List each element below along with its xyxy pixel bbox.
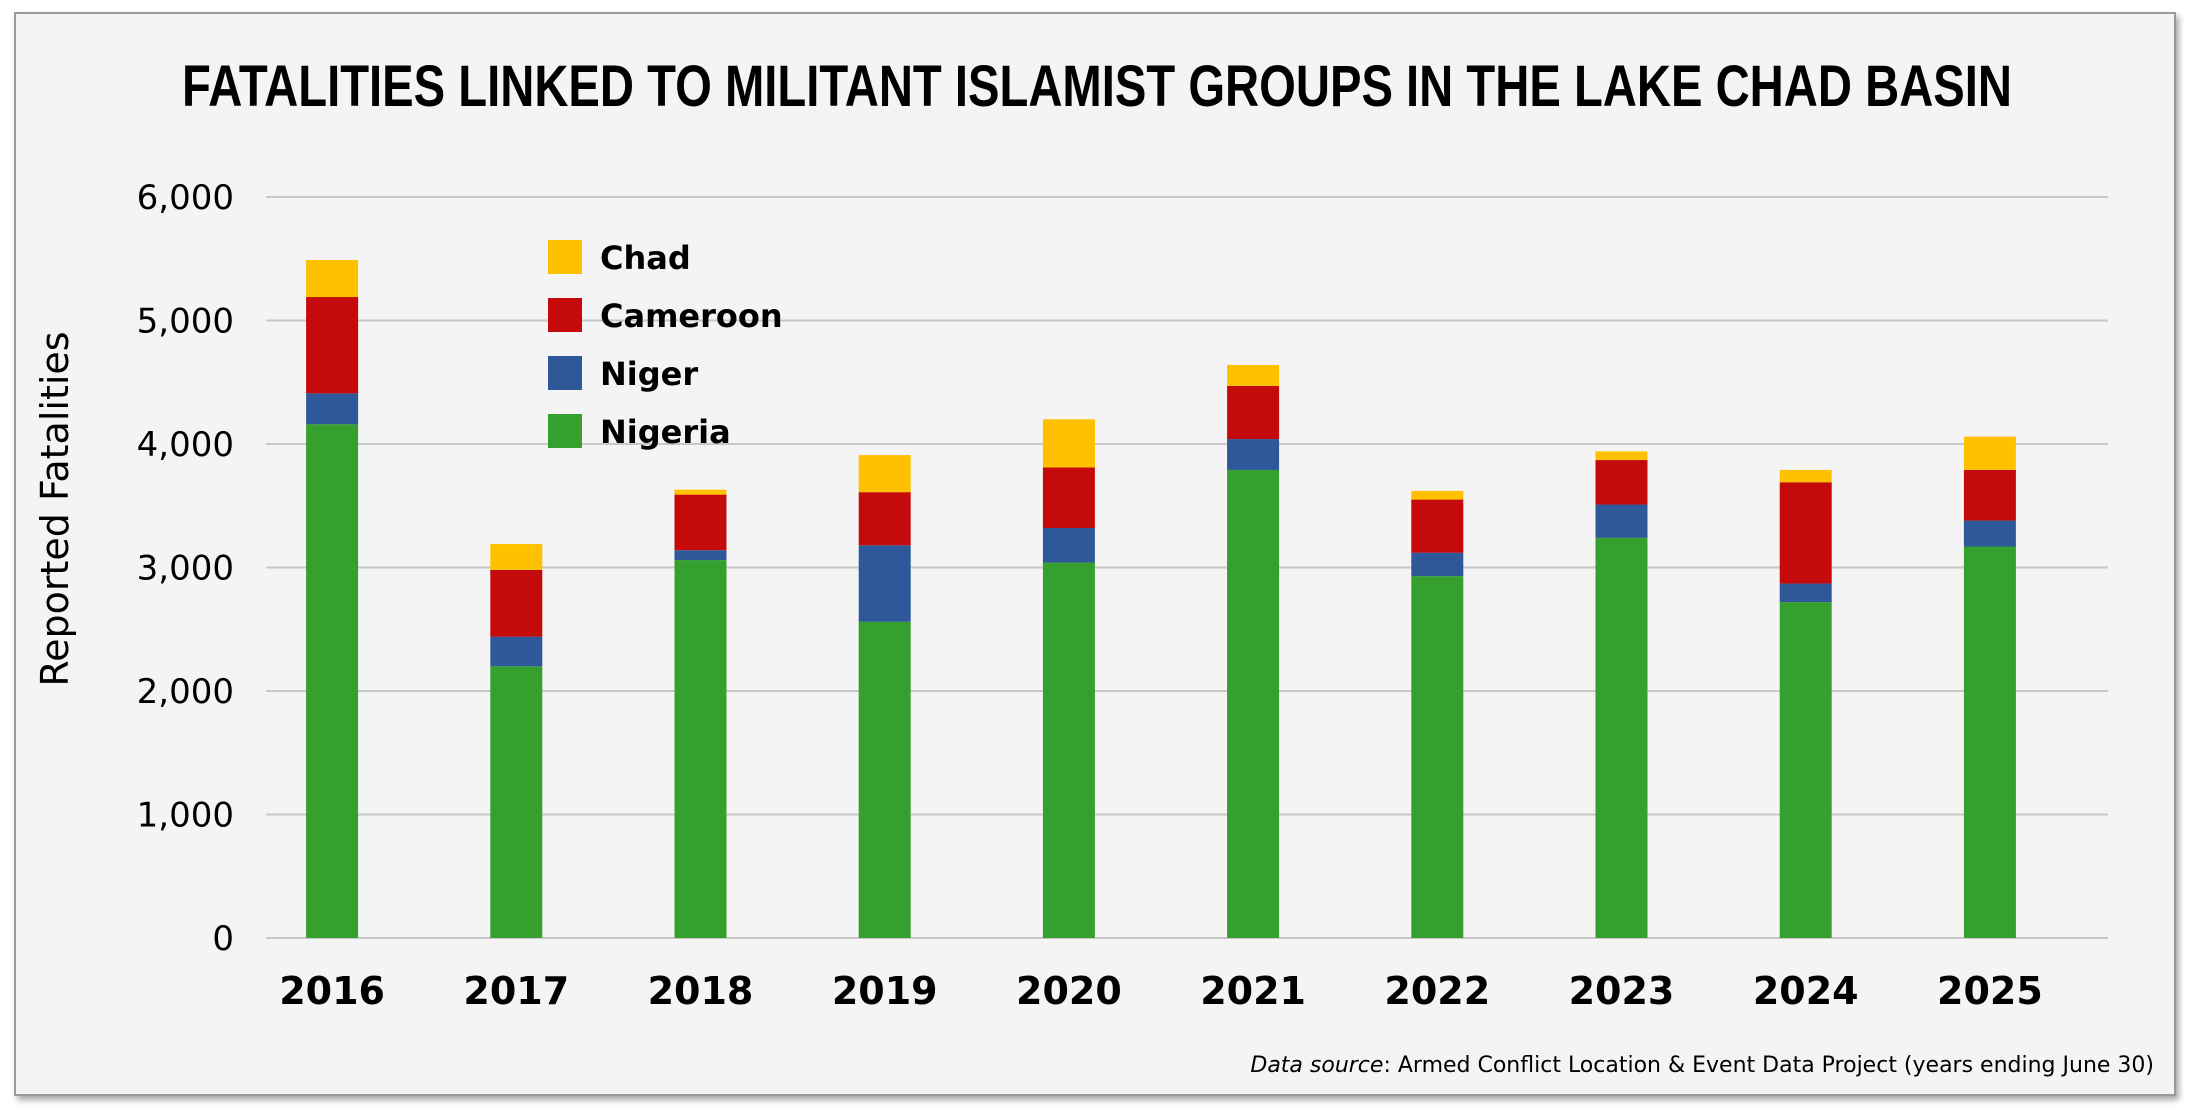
bar-segment-cameroon [306, 297, 359, 394]
legend-item-nigeria: Nigeria [548, 413, 731, 451]
bar-segment-niger [1595, 504, 1648, 538]
bar-segment-chad [1042, 419, 1095, 468]
bar-segment-niger [1227, 439, 1280, 470]
y-tick-label: 2,000 [137, 672, 234, 712]
y-axis-label: Reported Fatalities [33, 331, 77, 686]
bar-segment-cameroon [858, 492, 911, 546]
bar-segment-nigeria [858, 621, 911, 938]
y-tick-label: 5,000 [137, 302, 234, 342]
y-axis-ticks: 0 1,000 2,000 3,000 4,000 5,000 6,000 [137, 178, 234, 959]
x-tick-label: 2020 [1016, 969, 1122, 1013]
legend: Chad Cameroon Niger Nigeria [548, 239, 783, 451]
bar-segment-cameroon [1411, 499, 1464, 553]
bar-segment-chad [674, 489, 727, 495]
bar-segment-cameroon [1779, 482, 1832, 584]
bar-stack [1963, 436, 2016, 938]
bars [306, 259, 2016, 938]
y-tick-label: 1,000 [137, 796, 234, 836]
bar-segment-cameroon [1963, 469, 2016, 521]
legend-label: Nigeria [600, 413, 731, 451]
x-tick-label: 2022 [1384, 969, 1490, 1013]
y-tick-label: 0 [212, 919, 234, 959]
chart-frame: FATALITIES LINKED TO MILITANT ISLAMIST G… [14, 12, 2176, 1096]
x-tick-label: 2021 [1200, 969, 1306, 1013]
bar-segment-cameroon [674, 494, 727, 551]
bar-segment-nigeria [1411, 576, 1464, 938]
bar-segment-cameroon [1042, 467, 1095, 528]
bar-stack [858, 455, 911, 938]
bar-segment-chad [1779, 469, 1832, 483]
bar-segment-chad [858, 455, 911, 493]
x-axis-ticks: 2016 2017 2018 2019 2020 2021 2022 2023 2024 2025 [279, 969, 2043, 1013]
bar-stack [1042, 419, 1095, 938]
chart-title: FATALITIES LINKED TO MILITANT ISLAMIST G… [182, 54, 2012, 119]
legend-swatch [548, 414, 582, 448]
x-tick-label: 2025 [1937, 969, 2043, 1013]
legend-label: Chad [600, 239, 691, 277]
x-tick-label: 2024 [1753, 969, 1859, 1013]
legend-swatch [548, 298, 582, 332]
bar-stack [1779, 469, 1832, 938]
bar-segment-niger [1042, 527, 1095, 563]
bar-segment-cameroon [1595, 460, 1648, 505]
legend-item-cameroon: Cameroon [548, 297, 783, 335]
bar-segment-niger [858, 545, 911, 622]
bar-stack [674, 489, 727, 938]
legend-swatch [548, 356, 582, 390]
bar-stack [1595, 451, 1648, 938]
data-source-label: Data source [1250, 1053, 1383, 1078]
legend-item-niger: Niger [548, 355, 698, 393]
bar-stack [306, 259, 359, 938]
bar-segment-chad [1411, 490, 1464, 500]
bar-segment-nigeria [1595, 537, 1648, 938]
bar-segment-cameroon [490, 569, 543, 637]
x-tick-label: 2016 [279, 969, 385, 1013]
legend-label: Cameroon [600, 297, 783, 335]
bar-stack [1411, 490, 1464, 938]
x-tick-label: 2018 [648, 969, 754, 1013]
bar-segment-chad [1595, 451, 1648, 461]
legend-item-chad: Chad [548, 239, 691, 277]
bar-segment-nigeria [306, 424, 359, 938]
bar-segment-chad [490, 544, 543, 570]
y-tick-label: 3,000 [137, 549, 234, 589]
bar-segment-niger [674, 550, 727, 561]
bar-segment-niger [1779, 583, 1832, 603]
bar-segment-nigeria [1779, 602, 1832, 938]
x-tick-label: 2023 [1569, 969, 1675, 1013]
bar-segment-nigeria [490, 666, 543, 938]
x-tick-label: 2019 [832, 969, 938, 1013]
bar-segment-nigeria [1042, 562, 1095, 938]
data-source-text: : Armed Conflict Location & Event Data P… [1383, 1053, 2154, 1078]
chart-canvas: FATALITIES LINKED TO MILITANT ISLAMIST G… [33, 54, 2154, 1078]
bar-segment-cameroon [1227, 385, 1280, 440]
bar-segment-chad [306, 259, 359, 298]
y-tick-label: 6,000 [137, 178, 234, 218]
bar-segment-niger [490, 636, 543, 667]
bar-segment-nigeria [674, 560, 727, 938]
bar-segment-nigeria [1227, 469, 1280, 938]
data-source-note: Data source: Armed Conflict Location & E… [1250, 1053, 2154, 1078]
legend-label: Niger [600, 355, 698, 393]
bar-segment-niger [306, 393, 359, 425]
bar-segment-niger [1963, 520, 2016, 547]
bar-segment-chad [1227, 364, 1280, 386]
bar-segment-chad [1963, 436, 2016, 470]
x-tick-label: 2017 [463, 969, 569, 1013]
bar-stack [490, 544, 543, 938]
bar-stack [1227, 364, 1280, 938]
bar-segment-nigeria [1963, 546, 2016, 938]
bar-segment-niger [1411, 552, 1464, 577]
y-tick-label: 4,000 [137, 425, 234, 465]
legend-swatch [548, 240, 582, 274]
